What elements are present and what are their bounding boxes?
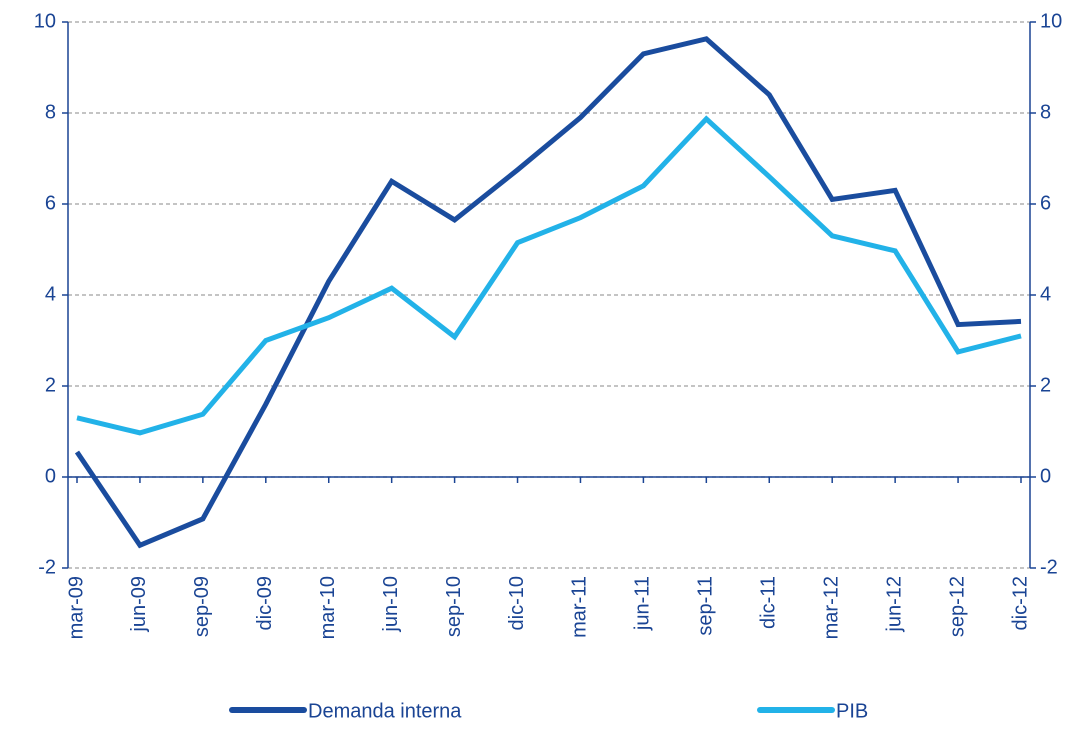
x-tick-label: jun-11 <box>632 576 654 631</box>
y2-tick-label: 8 <box>1040 101 1051 123</box>
y-tick-label: 8 <box>45 101 56 123</box>
y2-tick-label: 10 <box>1040 10 1062 32</box>
x-tick-label: dic-12 <box>1009 576 1031 630</box>
x-tick-label: jun-10 <box>380 576 402 633</box>
y2-tick-label: -2 <box>1040 556 1058 578</box>
series-line <box>76 115 1022 436</box>
x-tick-label: jun-09 <box>128 576 150 633</box>
y-tick-label: 0 <box>45 465 56 487</box>
x-tick-label: mar-10 <box>317 576 339 639</box>
x-tick-label: mar-12 <box>820 576 842 639</box>
x-tick-label: sep-11 <box>695 576 717 636</box>
x-tick-label: dic-09 <box>254 576 276 630</box>
legend-label: PIB <box>836 700 868 722</box>
y-tick-label: 10 <box>34 10 56 32</box>
x-tick-label: jun-12 <box>883 576 905 633</box>
y2-tick-label: 2 <box>1040 374 1051 396</box>
y2-tick-label: 4 <box>1040 283 1051 305</box>
x-tick-label: sep-09 <box>191 576 213 637</box>
y-tick-label: 6 <box>45 192 56 214</box>
y-tick-label: -2 <box>38 556 56 578</box>
y-tick-label: 2 <box>45 374 56 396</box>
series-line <box>74 36 1022 549</box>
y2-tick-label: 6 <box>1040 192 1051 214</box>
y-tick-label: 4 <box>45 283 56 305</box>
legend-label: Demanda interna <box>308 700 462 722</box>
x-tick-label: sep-12 <box>946 576 968 637</box>
x-tick-label: dic-11 <box>758 576 780 629</box>
x-tick-label: mar-11 <box>569 576 591 638</box>
x-tick-label: dic-10 <box>506 576 528 630</box>
x-tick-label: mar-09 <box>65 576 87 639</box>
y2-tick-label: 0 <box>1040 465 1051 487</box>
x-tick-label: sep-10 <box>443 576 465 637</box>
